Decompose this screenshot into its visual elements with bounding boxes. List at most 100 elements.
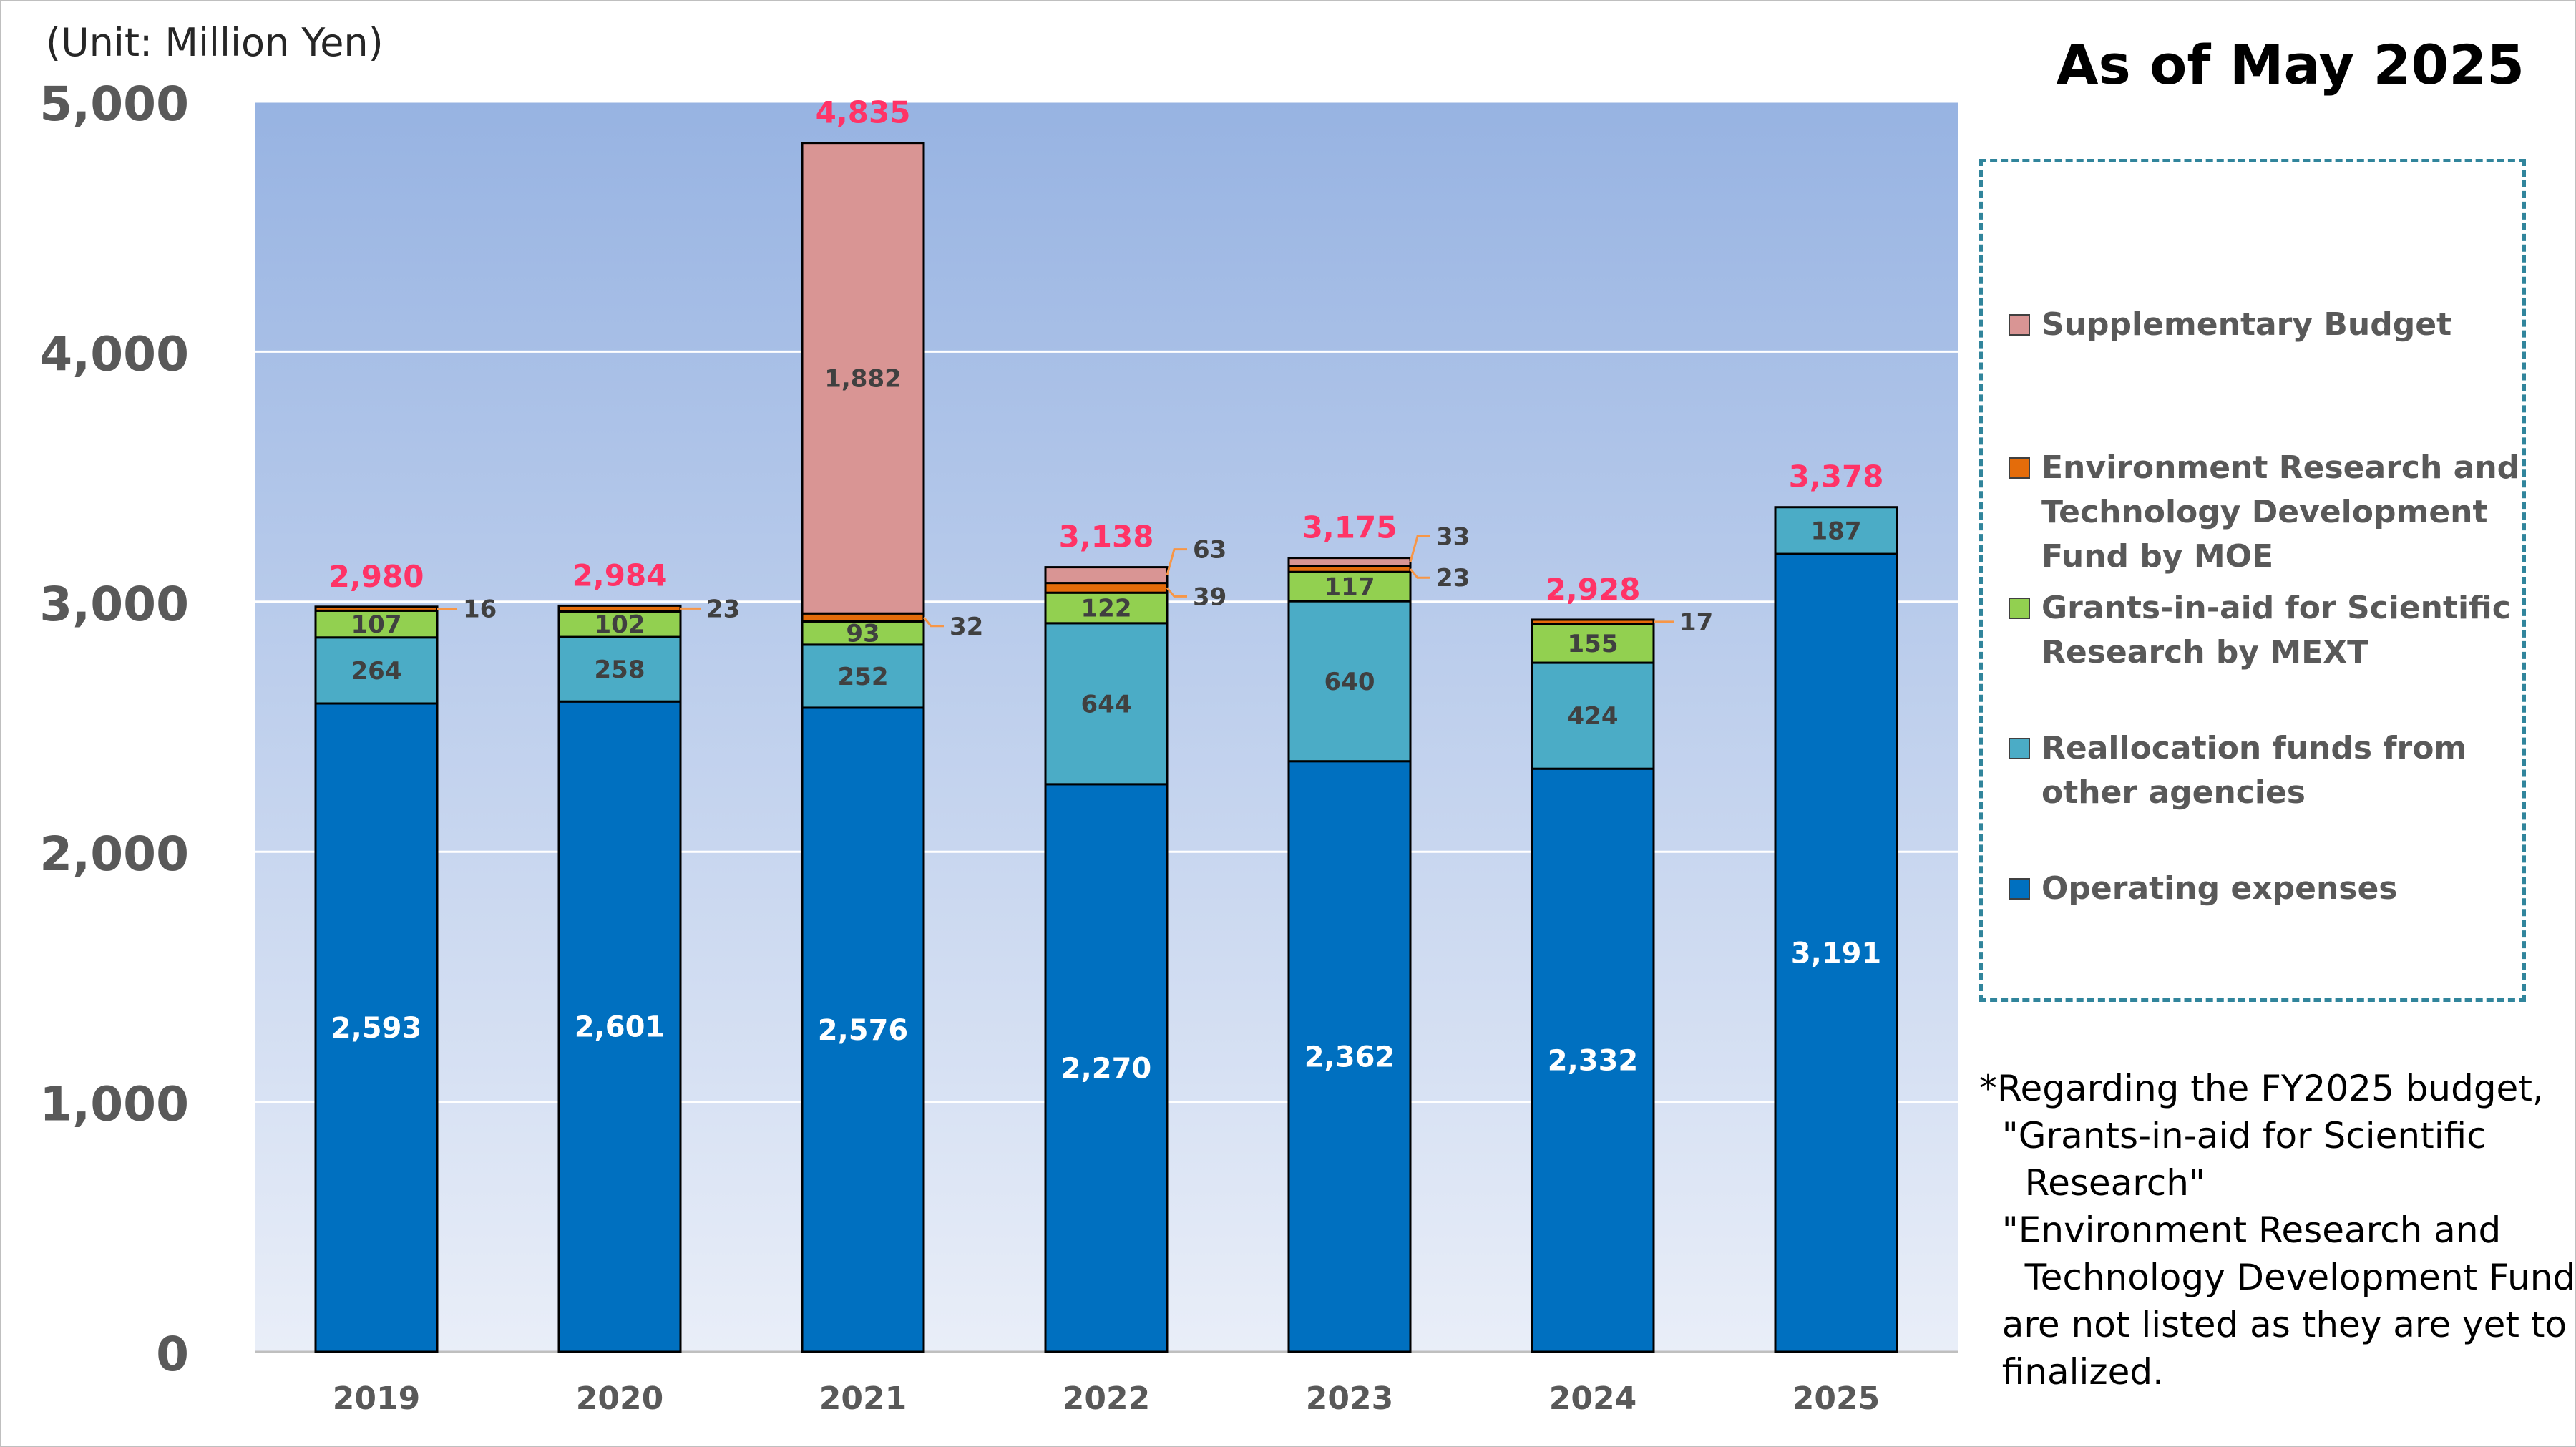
bar-segment (1774, 552, 1898, 1353)
bar-segment (1774, 506, 1898, 555)
x-tick-label: 2025 (1792, 1380, 1880, 1417)
legend-item-supplementary-budget: Supplementary Budget (2009, 303, 2528, 347)
y-tick-label: 2,000 (39, 827, 189, 882)
data-label: 93 (846, 620, 879, 648)
bar-segment (314, 702, 439, 1353)
data-label: 63 (1193, 536, 1226, 565)
leader-line (1166, 548, 1187, 575)
bar-segment (801, 706, 925, 1353)
note-line: Technology Development Fund" (1979, 1257, 2576, 1298)
bar-segment (1531, 618, 1655, 625)
bar-segment (557, 610, 682, 638)
data-label: 117 (1324, 573, 1375, 602)
legend-label: Operating expenses (2041, 870, 2398, 907)
budget-note: *Regarding the FY2025 budget, "Grants-in… (1979, 1065, 2576, 1395)
legend: Supplementary Budget Environment Researc… (1979, 159, 2526, 1002)
total-label: 3,138 (1059, 520, 1154, 555)
data-label: 424 (1568, 702, 1619, 731)
data-label: 2,576 (818, 1014, 909, 1047)
data-label: 252 (838, 663, 889, 691)
total-label: 4,835 (816, 95, 911, 130)
data-label: 2,601 (575, 1011, 665, 1044)
data-label: 2,362 (1304, 1041, 1395, 1073)
legend-item-grants-in-aid: Grants-in-aid for Scientific Research by… (2009, 586, 2528, 675)
bar-segment (1287, 570, 1412, 603)
legend-item-reallocation-funds: Reallocation funds from other agencies (2009, 726, 2528, 815)
legend-swatch (2009, 598, 2030, 619)
total-label: 2,928 (1546, 572, 1641, 607)
x-tick-label: 2020 (576, 1380, 663, 1417)
data-label: 2,270 (1061, 1052, 1152, 1085)
unit-label: (Unit: Million Yen) (46, 20, 384, 65)
data-label: 16 (463, 595, 497, 624)
data-label: 2,593 (331, 1012, 422, 1045)
data-label: 155 (1568, 630, 1619, 658)
data-label: 640 (1324, 668, 1375, 696)
leader-line (1166, 587, 1187, 598)
legend-swatch (2009, 314, 2030, 336)
x-tick-label: 2022 (1063, 1380, 1150, 1417)
bar-segment (1044, 582, 1169, 594)
legend-swatch (2009, 457, 2030, 479)
legend-label: Supplementary Budget (2041, 306, 2452, 343)
bar-segment (557, 635, 682, 703)
y-tick-label: 3,000 (39, 577, 189, 632)
note-line: "Environment Research and (1979, 1209, 2502, 1251)
bar-segment (1287, 600, 1412, 763)
note-line: *Regarding the FY2025 budget, (1979, 1068, 2544, 1109)
data-label: 644 (1081, 690, 1132, 718)
y-tick-label: 4,000 (39, 326, 189, 381)
as-of-date: As of May 2025 (2056, 33, 2524, 97)
x-tick-label: 2023 (1306, 1380, 1393, 1417)
data-label: 107 (351, 610, 402, 639)
x-tick-label: 2021 (819, 1380, 907, 1417)
data-label: 33 (1436, 522, 1470, 551)
data-label: 23 (1436, 564, 1470, 593)
legend-swatch (2009, 738, 2030, 759)
data-label: 17 (1679, 608, 1713, 637)
leader-line (922, 616, 944, 628)
data-label: 32 (950, 613, 983, 641)
note-line: finalized. (1979, 1351, 2165, 1393)
x-tick-label: 2024 (1549, 1380, 1636, 1417)
total-label: 2,980 (329, 559, 424, 594)
bar-segment (1531, 767, 1655, 1353)
data-label: 3,191 (1791, 937, 1882, 970)
legend-swatch (2009, 878, 2030, 900)
x-tick-label: 2019 (333, 1380, 420, 1417)
bar-segment (1044, 622, 1169, 786)
data-label: 122 (1081, 595, 1132, 623)
legend-item-operating-expenses: Operating expenses (2009, 867, 2528, 911)
data-label: 102 (595, 610, 645, 639)
data-label: 1,882 (824, 364, 902, 393)
total-label: 2,984 (572, 557, 668, 593)
bar-segment (801, 142, 925, 615)
total-label: 3,175 (1302, 510, 1397, 545)
note-line: "Grants-in-aid for Scientific (1979, 1115, 2487, 1156)
legend-label: Environment Research and Technology Deve… (2041, 449, 2520, 575)
bar-segment (314, 636, 439, 705)
leader-line (1409, 568, 1430, 579)
y-tick-label: 1,000 (39, 1077, 189, 1132)
legend-label: Reallocation funds from other agencies (2041, 730, 2467, 811)
leader-line (1409, 535, 1430, 562)
bar-segment (801, 643, 925, 709)
data-label: 258 (595, 656, 645, 684)
legend-label: Grants-in-aid for Scientific Research by… (2041, 590, 2511, 671)
data-label: 187 (1811, 517, 1862, 545)
data-label: 264 (351, 657, 402, 686)
note-line: Research" (1979, 1162, 2205, 1204)
bar-segment (1287, 760, 1412, 1353)
bar-segment (1044, 783, 1169, 1353)
data-label: 23 (706, 595, 740, 623)
total-label: 3,378 (1789, 459, 1884, 494)
legend-item-environment-fund: Environment Research and Technology Deve… (2009, 446, 2528, 579)
bar-segment (1287, 557, 1412, 567)
bar-segment (1044, 566, 1169, 585)
y-tick-label: 0 (156, 1327, 189, 1382)
note-line: are not listed as they are yet to be (1979, 1304, 2576, 1345)
data-label: 2,332 (1548, 1045, 1639, 1078)
y-tick-label: 5,000 (39, 77, 189, 132)
